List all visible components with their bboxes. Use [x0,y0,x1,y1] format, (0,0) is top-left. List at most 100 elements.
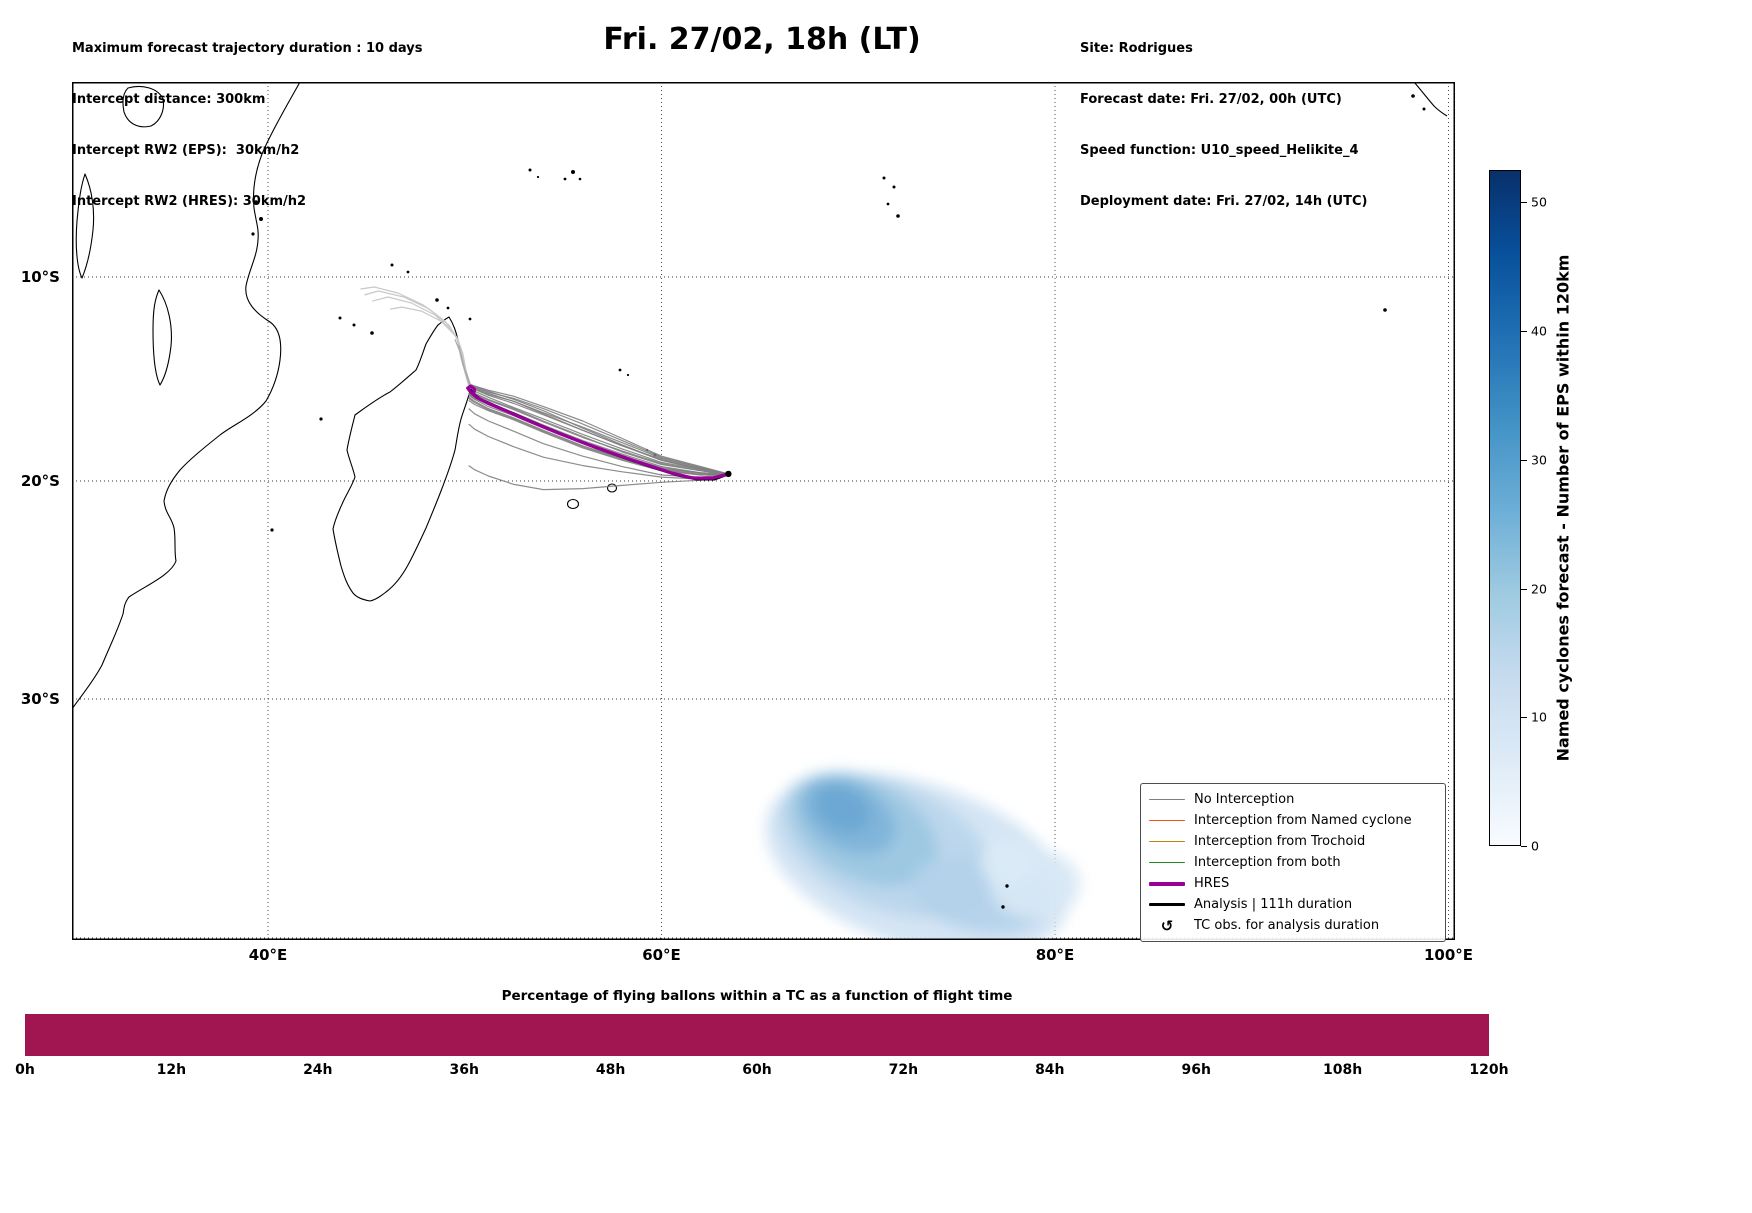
ensemble-trajectory [468,387,729,475]
lake-tanganyika [75,173,95,279]
legend-entry: Interception from Named cyclone [1149,810,1437,831]
legend-label: No Interception [1194,792,1295,807]
ensemble-trajectory [468,423,729,480]
cyclone-density-layer [765,771,1081,940]
legend-entry: No Interception [1149,789,1437,810]
forecast-parameter-line: Intercept RW2 (HRES): 30km/h2 [72,194,307,209]
x-tick-label: 80°E [1035,946,1075,964]
ensemble-trajectory [468,384,729,475]
flight-time-tick-label: 24h [303,1062,333,1078]
legend-label: TC obs. for analysis duration [1194,918,1380,933]
legend-line-sample [1149,840,1185,843]
legend-label: Interception from Named cyclone [1194,813,1412,828]
ensemble-trajectory-extension [458,345,472,389]
island-reunion [566,498,580,510]
legend-line-sample [1149,798,1185,801]
colorbar-label: Named cyclones forecast - Number of EPS … [1553,254,1573,762]
site-info-line: Speed function: U10_speed_Helikite_4 [1080,143,1359,158]
coastline-africa [72,82,301,710]
ensemble-trajectory-extension [389,306,476,397]
ensemble-trajectory-extension [372,296,474,393]
legend: No Interception Interception from Named c… [1140,783,1446,942]
lake-malawi [152,289,172,386]
flight-time-chart-title: Percentage of flying ballons within a TC… [501,988,1013,1004]
flight-time-tick-label: 84h [1035,1062,1065,1078]
trajectory-layer [360,286,732,491]
site-info-line: Deployment date: Fri. 27/02, 14h (UTC) [1080,194,1368,209]
coastline-sumatra [1413,82,1448,117]
colorbar-tick [1521,846,1527,847]
legend-label: Interception from Trochoid [1194,834,1366,849]
y-tick-label: 10°S [20,268,60,286]
flight-time-tick-label: 36h [449,1062,479,1078]
legend-entry: Interception from both [1149,852,1437,873]
colorbar-tick-label: 30 [1531,452,1547,468]
colorbar-tick [1521,459,1527,461]
legend-line [1149,840,1185,843]
legend-line-sample [1149,903,1185,906]
ensemble-trajectory [468,389,729,475]
flight-time-tick-label: 0h [15,1062,35,1078]
flight-time-bar [25,1014,1489,1056]
legend-entry: ↺ TC obs. for analysis duration [1149,915,1437,936]
legend-line [1149,819,1185,822]
ensemble-trajectory [468,396,729,475]
colorbar-tick-label: 0 [1531,838,1539,854]
legend-entry: HRES [1149,873,1437,894]
x-tick-label: 60°E [642,946,681,964]
map-panel [72,82,1455,940]
legend-line [1149,903,1185,906]
flight-time-tick-label: 48h [595,1062,626,1078]
legend-entry: Analysis | 111h duration [1149,894,1437,915]
y-tick-label: 20°S [20,472,60,490]
ensemble-trajectory [468,386,729,475]
header-info-right: Site: Rodrigues Forecast date: Fri. 27/0… [1080,6,1367,244]
colorbar-tick-label: 40 [1531,323,1547,339]
coastline-madagascar [332,316,472,602]
forecast-parameter-line: Intercept RW2 (EPS): 30km/h2 [72,143,300,158]
legend-rows: No Interception Interception from Named c… [1149,789,1437,936]
flight-time-tick-label: 108h [1322,1062,1363,1078]
island-mauritius [606,483,618,493]
colorbar-tick-label: 50 [1531,194,1547,210]
map-border [72,82,1455,940]
x-tick-label: 40°E [248,946,288,964]
legend-line-sample [1149,881,1185,886]
legend-line [1149,861,1185,864]
flight-time-tick-label: 120h [1469,1062,1509,1078]
colorbar [1489,170,1521,846]
colorbar-tick-label: 20 [1531,581,1547,596]
hres-trajectory [466,384,730,480]
flight-time-tick-label: 60h [742,1062,772,1078]
colorbar-tick [1521,717,1527,719]
figure-title: Fri. 27/02, 18h (LT) [603,22,921,57]
colorbar-tick [1521,202,1527,204]
colorbar-gradient [1490,171,1520,845]
legend-label: Analysis | 111h duration [1194,897,1353,912]
colorbar-tick [1521,588,1527,590]
legend-line [1149,798,1185,801]
tc-obs-icon: ↺ [1160,916,1174,935]
flight-time-tick-label: 72h [888,1062,919,1078]
ensemble-trajectory [468,465,729,491]
flight-time-tick-label: 12h [156,1062,187,1078]
legend-line-sample [1149,861,1185,864]
forecast-parameter-line: Maximum forecast trajectory duration : 1… [72,41,423,56]
density-ellipse [980,839,1032,885]
lake-victoria [122,85,165,128]
x-tick-label: 100°E [1423,946,1474,964]
colorbar-tick [1521,331,1527,332]
colorbar-tick-label: 10 [1531,709,1547,725]
site-marker-rodrigues [725,470,732,478]
density-ellipse [814,785,871,833]
legend-line-sample [1149,819,1185,822]
legend-label: HRES [1194,876,1230,891]
y-tick-label: 30°S [20,690,60,708]
site-info-line: Forecast date: Fri. 27/02, 00h (UTC) [1080,92,1342,107]
map-canvas [72,82,1455,940]
legend-entry: Interception from Trochoid [1149,831,1437,852]
site-info-line: Site: Rodrigues [1080,41,1193,56]
legend-label: Interception from both [1194,855,1341,870]
legend-line [1149,881,1185,886]
